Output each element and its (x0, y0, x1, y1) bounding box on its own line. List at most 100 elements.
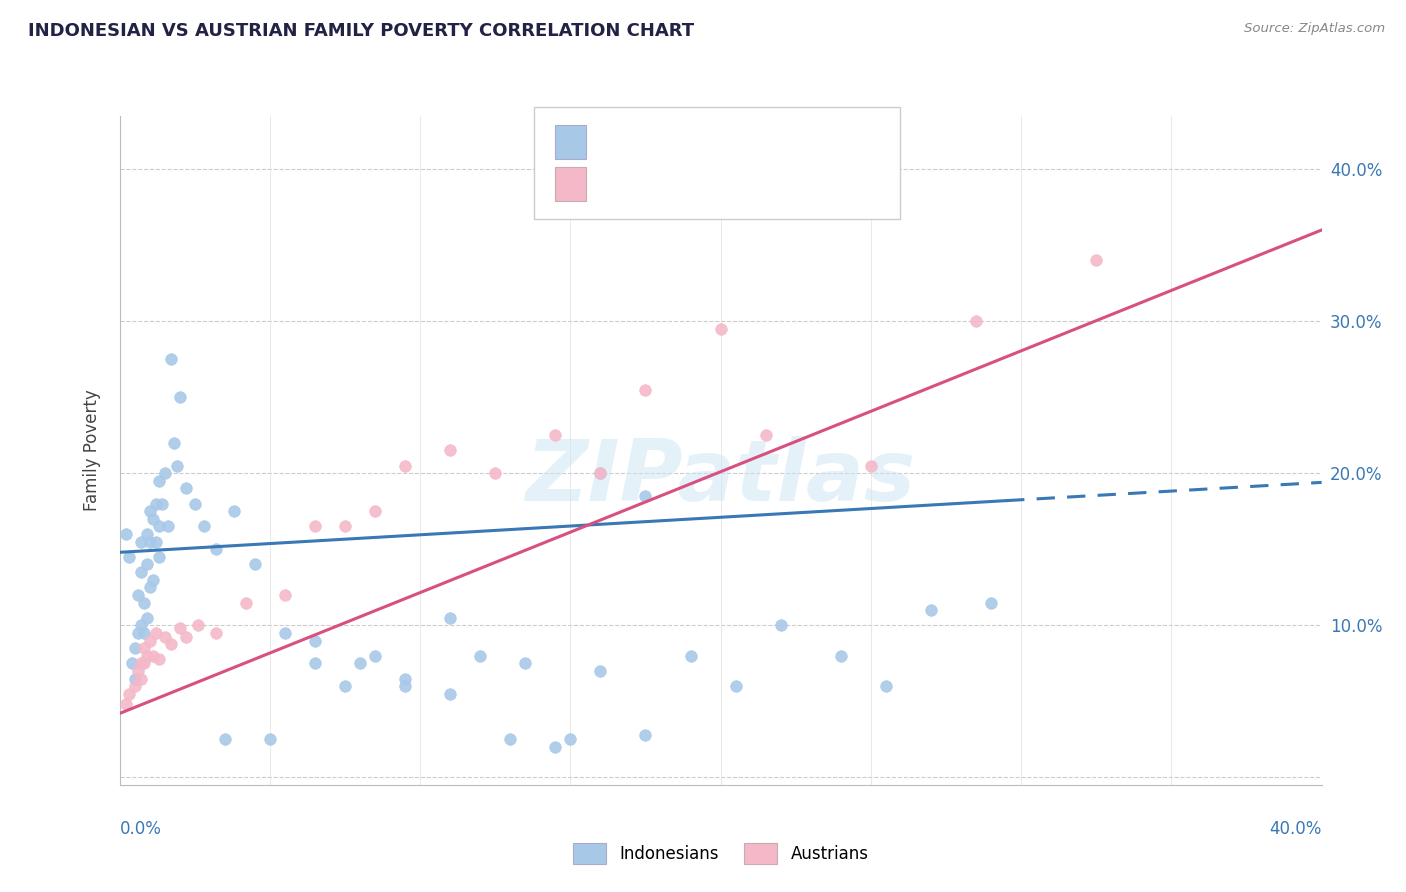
Point (439, 687, 461, 701)
Point (132, 641, 155, 656)
Point (127, 664, 149, 678)
Point (515, 657, 537, 671)
Point (259, 732, 281, 747)
Point (135, 610, 157, 624)
Point (183, 497, 205, 511)
Point (142, 512, 165, 526)
Point (204, 626, 226, 640)
Point (124, 641, 146, 656)
Point (117, 549, 139, 564)
Point (148, 474, 170, 488)
Point (138, 633, 160, 648)
Point (114, 527, 136, 541)
Point (129, 565, 152, 579)
Point (145, 626, 167, 640)
Point (127, 588, 149, 602)
Point (274, 588, 297, 602)
Point (145, 534, 167, 549)
Point (589, 664, 612, 678)
Point (214, 732, 236, 747)
Point (138, 580, 160, 594)
Point (132, 595, 155, 609)
Point (589, 467, 612, 481)
Point (755, 428, 778, 442)
Point (114, 698, 136, 712)
Point (499, 732, 522, 747)
Point (439, 443, 461, 458)
Text: 0.681: 0.681 (637, 175, 688, 193)
Text: 0.114: 0.114 (637, 133, 688, 151)
Point (235, 595, 257, 609)
Point (135, 648, 157, 663)
Point (129, 618, 152, 632)
Point (159, 352, 181, 367)
Point (634, 383, 657, 397)
Point (132, 657, 155, 671)
Point (965, 314, 987, 328)
Point (333, 679, 356, 693)
Point (135, 558, 157, 572)
Point (166, 458, 188, 473)
Text: R =: R = (598, 133, 637, 151)
Point (121, 657, 143, 671)
Point (859, 458, 882, 473)
Text: 40.0%: 40.0% (1270, 820, 1322, 838)
Point (800, 185, 823, 199)
Point (169, 621, 191, 635)
Point (634, 728, 657, 742)
Point (724, 679, 747, 693)
Point (484, 467, 506, 481)
Point (117, 687, 139, 701)
Point (174, 482, 197, 496)
Point (148, 549, 170, 564)
Text: 66: 66 (738, 133, 761, 151)
Y-axis label: Family Poverty: Family Poverty (83, 390, 101, 511)
Text: INDONESIAN VS AUSTRIAN FAMILY POVERTY CORRELATION CHART: INDONESIAN VS AUSTRIAN FAMILY POVERTY CO… (28, 22, 695, 40)
Point (920, 603, 942, 617)
Point (468, 648, 492, 663)
Point (124, 672, 146, 686)
Point (589, 467, 612, 481)
Point (243, 558, 266, 572)
Point (204, 542, 226, 557)
Point (304, 519, 326, 533)
Point (193, 519, 215, 533)
Point (274, 626, 297, 640)
Point (394, 458, 416, 473)
Point (124, 679, 146, 693)
Legend: Indonesians, Austrians: Indonesians, Austrians (567, 837, 875, 871)
Point (153, 631, 176, 645)
Point (145, 497, 167, 511)
Point (187, 618, 209, 632)
Point (394, 672, 416, 686)
Point (394, 679, 416, 693)
Point (364, 648, 387, 663)
Text: ZIPatlas: ZIPatlas (526, 435, 915, 519)
Text: N =: N = (699, 175, 751, 193)
Point (560, 732, 582, 747)
Point (159, 636, 181, 650)
Point (148, 519, 170, 533)
Point (129, 657, 152, 671)
Point (544, 428, 567, 442)
Point (142, 648, 165, 663)
Point (980, 595, 1002, 609)
Point (150, 497, 173, 511)
Point (769, 618, 792, 632)
Point (439, 610, 461, 624)
Point (304, 633, 326, 648)
Point (544, 739, 567, 754)
Point (304, 657, 326, 671)
Point (634, 489, 657, 503)
Point (162, 435, 184, 450)
Text: 36: 36 (738, 175, 761, 193)
Point (129, 534, 152, 549)
Point (709, 322, 731, 336)
Point (875, 679, 897, 693)
Point (142, 573, 165, 587)
Point (830, 648, 852, 663)
Point (364, 504, 387, 518)
Point (132, 626, 155, 640)
Point (127, 626, 149, 640)
Point (138, 504, 160, 518)
